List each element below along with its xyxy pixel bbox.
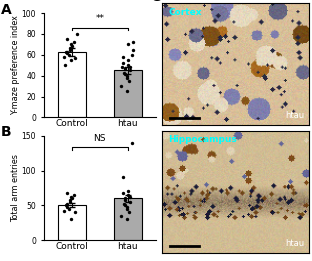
Point bbox=[123, 203, 128, 207]
Point bbox=[65, 37, 70, 41]
Point bbox=[72, 210, 77, 214]
Point bbox=[65, 191, 70, 195]
Point bbox=[124, 89, 129, 93]
Point bbox=[127, 200, 132, 204]
Point bbox=[75, 32, 80, 36]
Point bbox=[63, 50, 68, 54]
Bar bbox=[114, 198, 142, 240]
Point bbox=[119, 65, 124, 69]
Bar bbox=[114, 70, 142, 117]
Point bbox=[120, 191, 125, 195]
Point bbox=[72, 40, 77, 44]
Point bbox=[119, 84, 124, 88]
Text: **: ** bbox=[95, 15, 104, 23]
Point bbox=[70, 44, 75, 49]
Point bbox=[67, 48, 72, 52]
Bar bbox=[58, 205, 86, 240]
Point bbox=[64, 205, 69, 209]
Point bbox=[127, 195, 132, 199]
Point bbox=[126, 193, 131, 197]
Point bbox=[68, 195, 73, 199]
Point bbox=[70, 196, 75, 200]
Point bbox=[126, 63, 131, 67]
Point bbox=[121, 202, 126, 206]
Point bbox=[72, 193, 77, 197]
Text: Cortex: Cortex bbox=[168, 8, 202, 16]
Point bbox=[123, 67, 128, 72]
Y-axis label: Y-maze preference index: Y-maze preference index bbox=[11, 15, 20, 115]
Text: htau: htau bbox=[285, 111, 305, 120]
Point bbox=[124, 74, 129, 78]
Point bbox=[126, 189, 131, 193]
Point bbox=[122, 196, 127, 200]
Point bbox=[126, 58, 131, 62]
Point bbox=[123, 198, 128, 202]
Point bbox=[131, 48, 136, 52]
Point bbox=[67, 200, 72, 204]
Point bbox=[124, 205, 129, 209]
Text: NS: NS bbox=[94, 134, 106, 143]
Text: A: A bbox=[1, 3, 12, 17]
Point bbox=[66, 207, 71, 211]
Point bbox=[119, 214, 124, 218]
Text: htau: htau bbox=[285, 239, 305, 248]
Point bbox=[123, 72, 128, 76]
Point bbox=[72, 56, 77, 60]
Text: B: B bbox=[1, 125, 12, 139]
Point bbox=[120, 61, 125, 65]
Point bbox=[121, 175, 126, 180]
Point bbox=[62, 63, 67, 67]
Point bbox=[126, 210, 131, 214]
Point bbox=[122, 66, 127, 70]
Point bbox=[65, 50, 70, 54]
Point bbox=[121, 55, 126, 59]
Bar bbox=[58, 52, 86, 117]
Point bbox=[124, 207, 129, 211]
Point bbox=[62, 55, 67, 59]
Point bbox=[127, 68, 132, 73]
Y-axis label: Total arm entries: Total arm entries bbox=[11, 154, 20, 222]
Point bbox=[124, 217, 129, 221]
Point bbox=[68, 198, 73, 202]
Point bbox=[68, 42, 73, 46]
Point bbox=[125, 42, 130, 46]
Point bbox=[129, 53, 134, 57]
Point bbox=[124, 76, 129, 80]
Point bbox=[68, 58, 73, 62]
Point bbox=[121, 70, 126, 75]
Point bbox=[62, 209, 67, 213]
Point bbox=[68, 45, 73, 50]
Text: C: C bbox=[150, 0, 161, 4]
Point bbox=[64, 51, 69, 55]
Point bbox=[66, 53, 71, 57]
Point bbox=[63, 203, 68, 207]
Point bbox=[127, 65, 132, 69]
Point bbox=[65, 202, 70, 206]
Point bbox=[130, 40, 135, 44]
Point bbox=[129, 141, 134, 145]
Text: Hippocampus: Hippocampus bbox=[168, 135, 237, 144]
Point bbox=[126, 79, 131, 83]
Point bbox=[68, 217, 73, 221]
